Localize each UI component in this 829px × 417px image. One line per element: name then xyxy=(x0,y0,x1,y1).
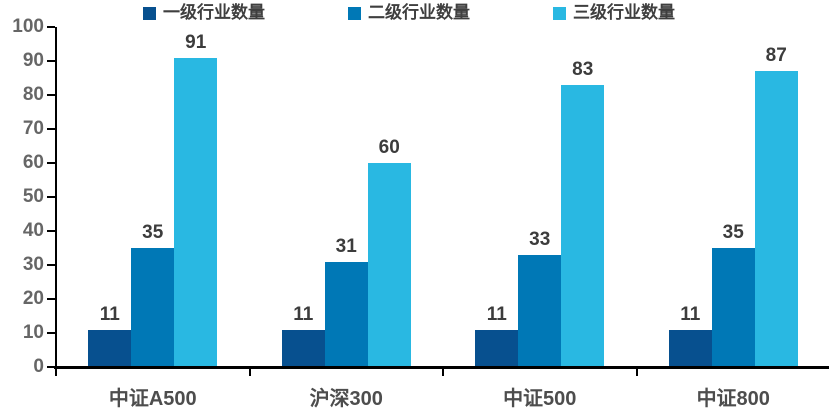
bar-value-label: 11 xyxy=(293,303,314,325)
y-axis-tick-label: 30 xyxy=(22,254,44,275)
bar-value-label: 33 xyxy=(529,228,551,250)
x-axis-category-label: 中证A500 xyxy=(108,388,197,410)
legend-label: 一级行业数量 xyxy=(163,3,265,22)
bar-series-1-category-4[interactable] xyxy=(668,329,712,367)
bar-value-label: 11 xyxy=(486,303,507,325)
bar-series-2-category-1[interactable] xyxy=(131,248,175,367)
bar-value-label: 87 xyxy=(765,45,787,67)
x-axis-category-label: 中证800 xyxy=(696,388,770,410)
y-axis-tick-label: 70 xyxy=(22,118,44,139)
bar-series-1-category-3[interactable] xyxy=(475,329,519,367)
x-axis-category-label: 沪深300 xyxy=(309,388,383,410)
bar-series-3-category-4[interactable] xyxy=(754,71,798,367)
legend-item-series-1[interactable]: 一级行业数量 xyxy=(143,3,265,22)
y-axis-tick xyxy=(47,26,55,28)
legend-swatch-icon xyxy=(348,6,361,20)
y-axis-tick-label: 20 xyxy=(22,288,44,309)
legend-item-series-3[interactable]: 三级行业数量 xyxy=(553,3,675,22)
y-axis-tick xyxy=(47,60,55,62)
y-axis-tick-label: 80 xyxy=(22,84,44,105)
legend-item-series-2[interactable]: 二级行业数量 xyxy=(348,3,470,22)
x-axis-line xyxy=(54,366,829,369)
x-axis-tick xyxy=(635,366,638,376)
y-axis-tick-label: 90 xyxy=(22,50,44,71)
bar-series-3-category-2[interactable] xyxy=(367,163,411,367)
bar-series-2-category-3[interactable] xyxy=(518,254,562,367)
bar-value-label: 11 xyxy=(99,303,120,325)
bar-series-1-category-1[interactable] xyxy=(88,329,132,367)
y-axis-tick xyxy=(47,162,55,164)
bar-series-2-category-4[interactable] xyxy=(711,248,755,367)
bar-value-label: 60 xyxy=(378,137,400,158)
legend-label: 三级行业数量 xyxy=(573,3,675,22)
y-axis-tick xyxy=(47,230,55,232)
y-axis-line xyxy=(55,27,57,369)
y-axis-tick xyxy=(47,298,55,300)
bar-value-label: 31 xyxy=(335,235,357,257)
bar-value-label: 35 xyxy=(142,222,164,243)
legend-swatch-icon xyxy=(143,6,156,20)
bar-value-label: 91 xyxy=(185,31,207,53)
bar-value-label: 35 xyxy=(722,222,744,243)
bar-series-3-category-3[interactable] xyxy=(561,84,605,367)
bar-series-2-category-2[interactable] xyxy=(324,261,368,367)
bar-series-1-category-2[interactable] xyxy=(281,329,325,367)
legend-label: 二级行业数量 xyxy=(368,3,470,22)
y-axis-tick xyxy=(47,332,55,334)
bar-value-label: 11 xyxy=(680,303,701,325)
x-axis-tick xyxy=(248,366,251,376)
bar-value-label: 83 xyxy=(572,58,594,80)
y-axis-tick-label: 50 xyxy=(22,186,44,207)
y-axis-tick xyxy=(47,128,55,130)
y-axis-tick xyxy=(47,366,55,368)
x-axis-tick xyxy=(55,366,57,376)
y-axis-tick xyxy=(47,264,55,266)
y-axis-tick-label: 100 xyxy=(12,16,44,37)
y-axis-tick-label: 40 xyxy=(22,220,44,241)
y-axis-tick xyxy=(47,196,55,198)
y-axis-tick-label: 60 xyxy=(22,152,44,173)
y-axis-tick-label: 0 xyxy=(33,356,44,377)
x-axis-category-label: 中证500 xyxy=(503,388,577,410)
legend-swatch-icon xyxy=(553,6,566,20)
bar-series-3-category-1[interactable] xyxy=(174,57,218,367)
x-axis-tick xyxy=(442,366,444,376)
y-axis-tick xyxy=(47,94,55,96)
y-axis-tick-label: 10 xyxy=(22,322,44,343)
